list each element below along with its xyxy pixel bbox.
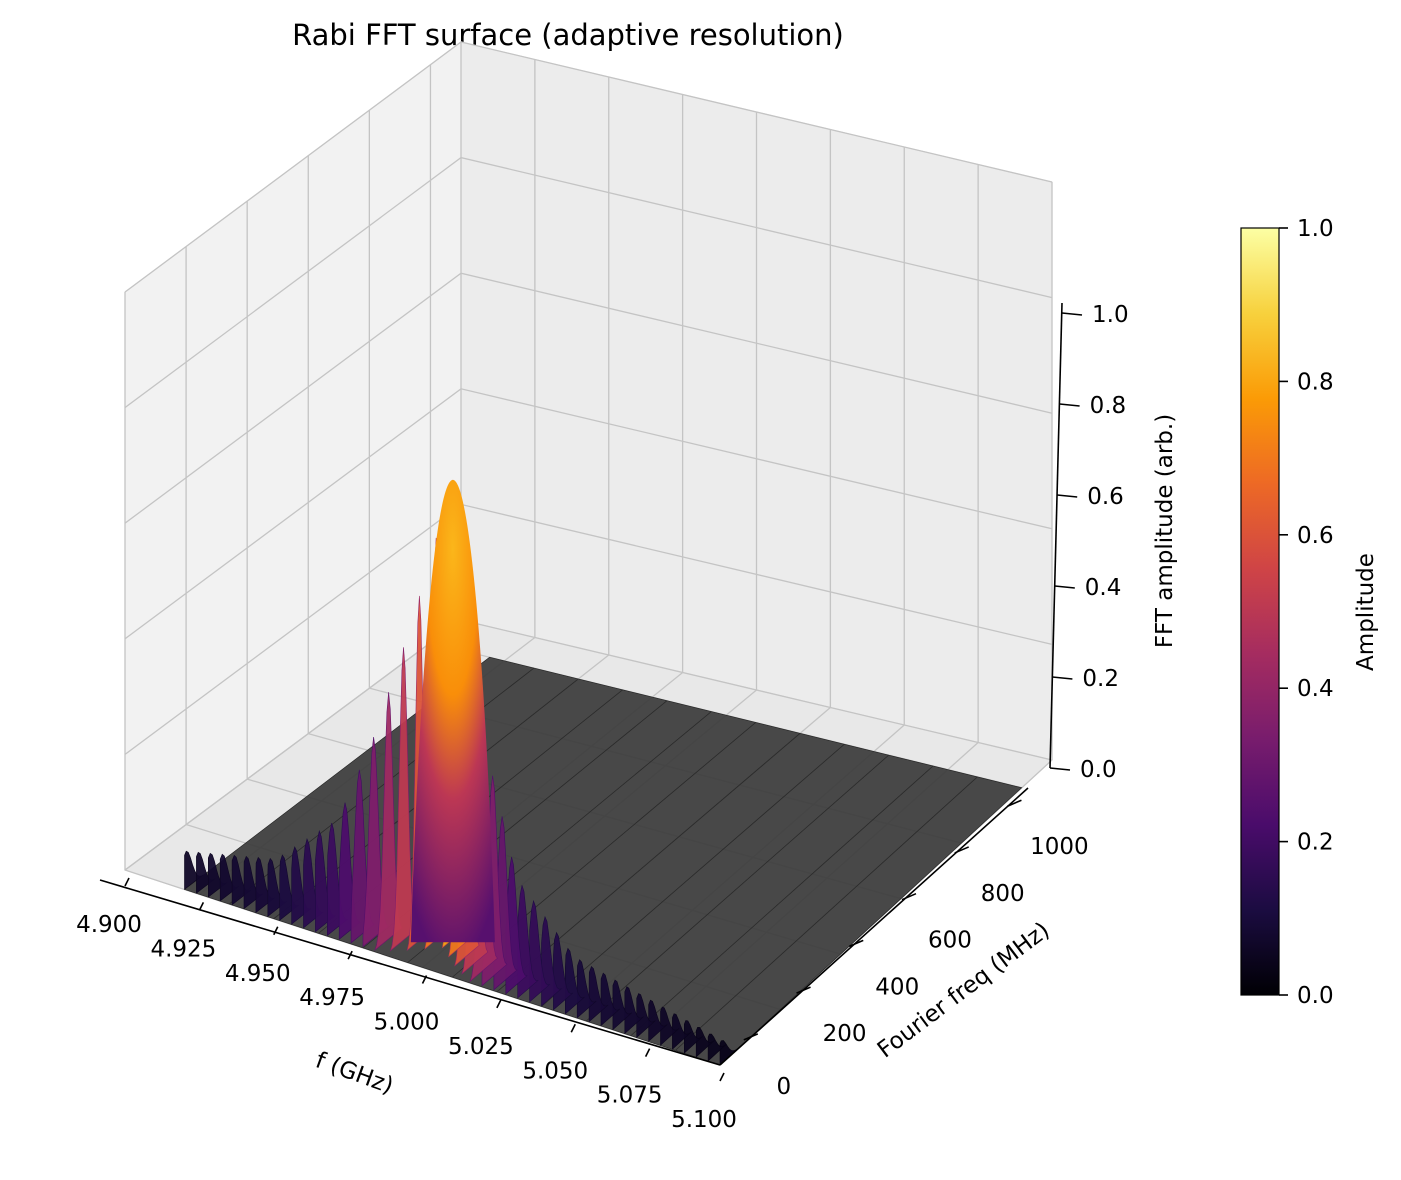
surface-peak — [410, 479, 495, 943]
colorbar-tick-label: 0.4 — [1297, 676, 1334, 702]
y-axis-line — [719, 787, 1029, 1066]
z-tick-label: 0.6 — [1087, 484, 1124, 510]
y-tick-label: 1000 — [1030, 834, 1089, 860]
z-grid — [124, 272, 1053, 524]
y-tick-label: 600 — [928, 928, 972, 954]
z-tick-label: 1.0 — [1092, 302, 1129, 328]
colorbar-tick-label: 0.0 — [1297, 983, 1334, 1009]
z-tick — [1052, 676, 1073, 680]
z-tick-label: 0.4 — [1085, 575, 1122, 601]
colorbar-gradient — [1240, 227, 1280, 996]
colorbar-tick-label: 0.8 — [1297, 369, 1334, 395]
x-tick-label: 5.100 — [671, 1107, 737, 1133]
x-tick-label: 4.900 — [76, 912, 142, 938]
z-grid — [124, 388, 1053, 640]
x-tick-label: 5.075 — [597, 1083, 663, 1109]
surface-ridge — [707, 1033, 727, 1062]
surface-ridge — [612, 979, 632, 1031]
surface-ridge — [719, 1040, 739, 1066]
surface-ridge — [624, 986, 644, 1035]
y-tick-label: 400 — [875, 974, 919, 1000]
x-tick — [124, 877, 130, 887]
surface-ridge — [529, 899, 551, 1003]
x-axis-label: f (GHz) — [312, 1047, 397, 1099]
y-tick-label: 0 — [776, 1074, 791, 1100]
x-tick — [719, 1072, 725, 1082]
y-tick-label: 800 — [981, 881, 1025, 907]
z-tick — [1059, 403, 1080, 407]
x-tick-label: 4.975 — [299, 985, 365, 1011]
x-tick — [198, 902, 205, 911]
x-tick-label: 5.025 — [448, 1034, 514, 1060]
z-axis-label: FFT amplitude (arb.) — [1152, 414, 1178, 648]
z-tick-label: 0.2 — [1082, 666, 1119, 692]
surface-mesh-line — [585, 754, 890, 1022]
z-axis-line — [1049, 302, 1063, 769]
surface-ridge — [695, 1026, 715, 1058]
x-tick-label: 5.000 — [374, 1010, 440, 1036]
z-tick — [1057, 494, 1078, 498]
colorbar: Amplitude 0.0 0.2 0.4 0.6 0.8 1.0 — [1240, 216, 1379, 1009]
x-axis-line — [99, 879, 721, 1066]
z-tick — [1054, 585, 1075, 589]
z-grid — [124, 41, 1053, 293]
z-tick — [1049, 767, 1071, 771]
y-tick — [954, 846, 970, 854]
y-tick — [848, 939, 864, 948]
colorbar-tick-label: 0.6 — [1297, 523, 1334, 549]
surface-ridge — [588, 965, 609, 1023]
x-tick-label: 5.050 — [522, 1058, 588, 1084]
surface-ridge — [565, 947, 585, 1015]
x-tick — [496, 999, 502, 1009]
y-tick-label: 200 — [823, 1021, 867, 1047]
x-tick-label: 4.950 — [225, 961, 291, 987]
y-tick — [1007, 799, 1022, 807]
z-tick-label: 0.8 — [1090, 393, 1127, 419]
surface-ridge — [636, 993, 656, 1039]
colorbar-tick-label: 1.0 — [1297, 216, 1334, 242]
surface-ridge — [684, 1020, 704, 1054]
x-tick — [273, 926, 279, 936]
surface-mesh-line — [675, 776, 978, 1051]
surface-ridge — [600, 972, 621, 1027]
surface-mesh-line — [541, 743, 845, 1007]
axes-ticks: 4.900 4.925 4.950 4.975 5.000 5.025 5.050 5.075… — [76, 302, 1129, 1133]
colorbar-label: Amplitude — [1353, 553, 1379, 671]
x-tick — [644, 1048, 651, 1057]
x-tick — [347, 950, 353, 960]
x-tick-label: 4.925 — [150, 936, 216, 962]
x-tick — [421, 975, 428, 984]
chart-title: Rabi FFT surface (adaptive resolution) — [292, 18, 844, 52]
y-tick — [901, 892, 917, 901]
surface-ridge — [660, 1006, 680, 1046]
surface-mesh-line — [630, 765, 934, 1037]
x-tick — [570, 1023, 576, 1033]
surface-ridge — [576, 959, 597, 1019]
z-tick — [1061, 312, 1083, 316]
surface-ridge — [648, 999, 668, 1042]
z-tick-label: 0.0 — [1080, 757, 1117, 783]
y-tick — [743, 1033, 759, 1041]
surface-plot — [183, 479, 1023, 1066]
surface-ridge — [672, 1013, 692, 1050]
y-tick — [796, 986, 811, 994]
z-grid — [124, 156, 1053, 409]
colorbar-tick-label: 0.2 — [1297, 830, 1334, 856]
